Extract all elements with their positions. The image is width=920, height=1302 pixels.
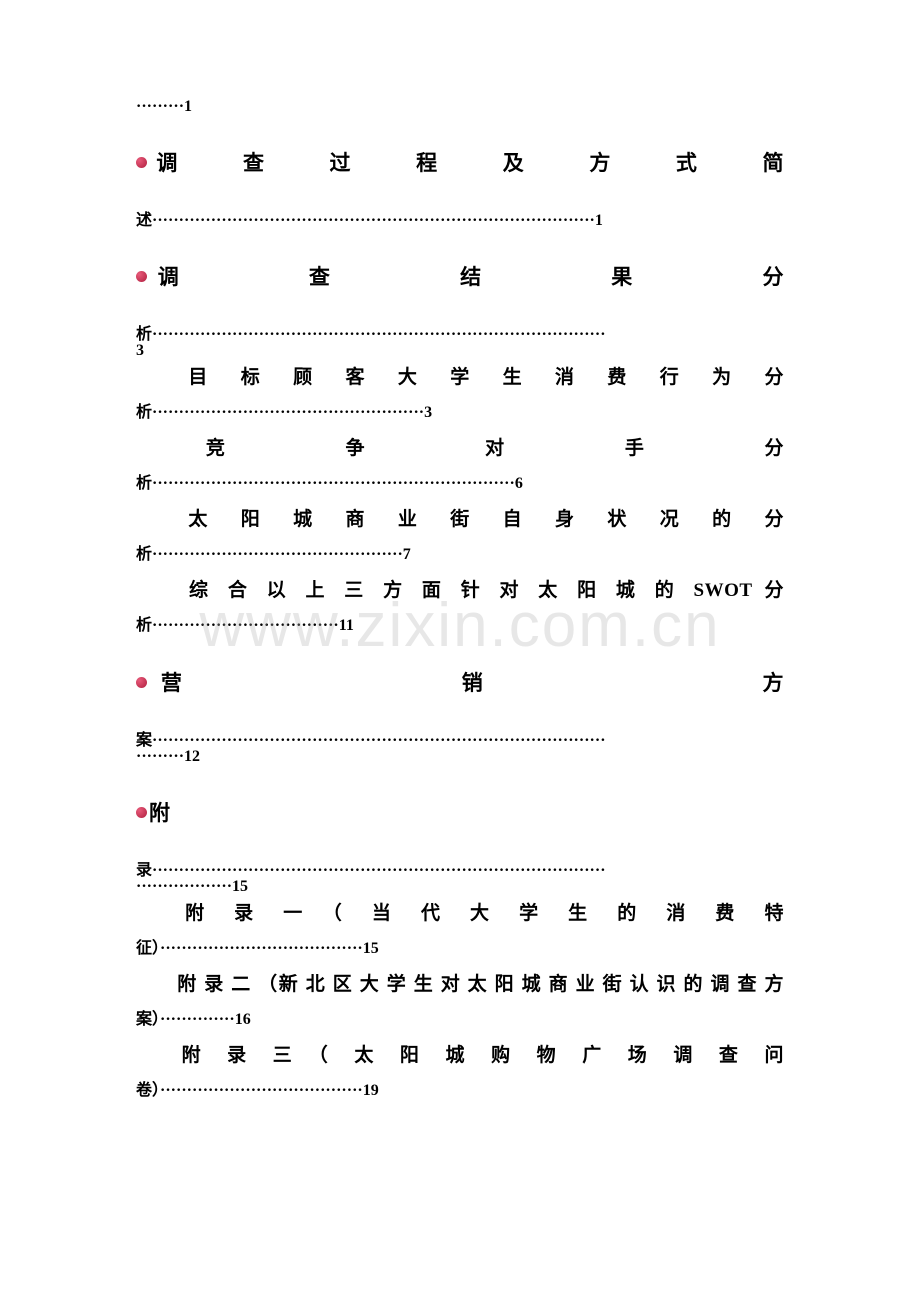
toc-pageref: 析···································11 bbox=[136, 617, 354, 634]
toc-entry-4-line2: 录·······································… bbox=[136, 856, 784, 880]
toc-entry-0-cont: ·········1 bbox=[136, 98, 784, 116]
toc-sub-4-1-l2: 征）······································… bbox=[136, 934, 784, 959]
toc-entry-3: 营 销 方 案·································… bbox=[136, 664, 784, 766]
toc-pageref-0: ·········1 bbox=[136, 98, 192, 115]
toc-sub-2-4-l1: 综 合 以 上 三 方 面 针 对 太 阳 城 的 SWOT 分 bbox=[136, 573, 784, 609]
toc-entry-3-line2: 案·······································… bbox=[136, 726, 784, 750]
toc-text: 营 销 方 bbox=[149, 671, 784, 695]
toc-entry-2: 调 查 结 果 分 析·····························… bbox=[136, 258, 784, 636]
toc-sub-2-1-l2: 析·······································… bbox=[136, 398, 784, 423]
toc-text: 竞 争 对 手 分 bbox=[136, 438, 784, 459]
toc-pageref: 卷）······································… bbox=[136, 1082, 379, 1099]
toc-text: 调 查 结 果 分 bbox=[149, 265, 784, 289]
toc-sub-2-4: 综 合 以 上 三 方 面 针 对 太 阳 城 的 SWOT 分 析······… bbox=[136, 573, 784, 636]
toc-pageref: 析·······································… bbox=[136, 404, 432, 421]
toc-pageref-3: ·········12 bbox=[136, 748, 200, 765]
toc-entry-4-line3: ··················15 bbox=[136, 878, 784, 896]
toc-pageref: 析·······································… bbox=[136, 475, 523, 492]
toc-pageref: 案）··············16 bbox=[136, 1011, 251, 1028]
toc-sub-2-2-l2: 析·······································… bbox=[136, 469, 784, 494]
bullet-icon bbox=[136, 157, 147, 168]
toc-dots: 析·······································… bbox=[136, 326, 606, 343]
toc-entry-3-line1: 营 销 方 bbox=[136, 664, 784, 704]
toc-pageref-2: 3 bbox=[136, 342, 144, 359]
toc-text: 调 查 过 程 及 方 式 简 bbox=[149, 151, 784, 175]
toc-entry-1-line2: 述·······································… bbox=[136, 206, 784, 230]
toc-text: 太 阳 城 商 业 街 自 身 状 况 的 分 bbox=[136, 509, 784, 530]
toc-sub-4-2-l2: 案）··············16 bbox=[136, 1005, 784, 1030]
toc-text: 附 bbox=[149, 801, 171, 825]
bullet-icon bbox=[136, 271, 147, 282]
toc-sub-2-3: 太 阳 城 商 业 街 自 身 状 况 的 分 析···············… bbox=[136, 502, 784, 565]
toc-sub-4-3: 附 录 三 （ 太 阳 城 购 物 广 场 调 查 问 卷）··········… bbox=[136, 1038, 784, 1101]
toc-sub-2-4-l2: 析···································11 bbox=[136, 611, 784, 636]
toc-sub-2-3-l1: 太 阳 城 商 业 街 自 身 状 况 的 分 bbox=[136, 502, 784, 538]
toc-entry-1-line1: 调 查 过 程 及 方 式 简 bbox=[136, 144, 784, 184]
bullet-icon bbox=[136, 677, 147, 688]
toc-pageref-4: ··················15 bbox=[136, 878, 248, 895]
toc-sub-2-1-l1: 目 标 顾 客 大 学 生 消 费 行 为 分 bbox=[136, 360, 784, 396]
toc-pageref-1: 述·······································… bbox=[136, 212, 603, 229]
toc-sub-4-1-l1: 附 录 一 （ 当 代 大 学 生 的 消 费 特 bbox=[136, 896, 784, 932]
toc-sub-2-2-l1: 竞 争 对 手 分 bbox=[136, 431, 784, 467]
toc-text: 目 标 顾 客 大 学 生 消 费 行 为 分 bbox=[136, 367, 784, 388]
toc-container: ·········1 调 查 过 程 及 方 式 简 述············… bbox=[0, 0, 920, 1169]
toc-sub-2-1: 目 标 顾 客 大 学 生 消 费 行 为 分 析···············… bbox=[136, 360, 784, 423]
toc-dots: 案·······································… bbox=[136, 732, 606, 749]
toc-sub-4-1: 附 录 一 （ 当 代 大 学 生 的 消 费 特 征）············… bbox=[136, 896, 784, 959]
toc-text: 附 录 三 （ 太 阳 城 购 物 广 场 调 查 问 bbox=[136, 1045, 784, 1066]
toc-entry-3-line3: ·········12 bbox=[136, 748, 784, 766]
toc-sub-2-2: 竞 争 对 手 分 析·····························… bbox=[136, 431, 784, 494]
toc-dots: 录·······································… bbox=[136, 862, 606, 879]
toc-text: 附 录 一 （ 当 代 大 学 生 的 消 费 特 bbox=[136, 903, 784, 924]
toc-entry-4: 附 录·····································… bbox=[136, 794, 784, 1101]
bullet-icon bbox=[136, 807, 147, 818]
toc-sub-4-3-l1: 附 录 三 （ 太 阳 城 购 物 广 场 调 查 问 bbox=[136, 1038, 784, 1074]
toc-entry-1: 调 查 过 程 及 方 式 简 述·······················… bbox=[136, 144, 784, 230]
toc-entry-2-line2: 析·······································… bbox=[136, 320, 784, 344]
toc-pageref: 析·······································… bbox=[136, 546, 411, 563]
toc-pageref: 征）······································… bbox=[136, 940, 379, 957]
toc-text: 附 录 二 （新 北 区 大 学 生 对 太 阳 城 商 业 街 认 识 的 调… bbox=[136, 974, 784, 995]
toc-sub-4-2-l1: 附 录 二 （新 北 区 大 学 生 对 太 阳 城 商 业 街 认 识 的 调… bbox=[136, 967, 784, 1003]
toc-sub-4-3-l2: 卷）······································… bbox=[136, 1076, 784, 1101]
toc-entry-4-line1: 附 bbox=[136, 794, 784, 834]
toc-entry-2-line1: 调 查 结 果 分 bbox=[136, 258, 784, 298]
toc-sub-4-2: 附 录 二 （新 北 区 大 学 生 对 太 阳 城 商 业 街 认 识 的 调… bbox=[136, 967, 784, 1030]
toc-entry-0: ·········1 bbox=[136, 98, 784, 116]
toc-sub-2-3-l2: 析·······································… bbox=[136, 540, 784, 565]
toc-entry-2-line3: 3 bbox=[136, 342, 784, 360]
toc-text: 综 合 以 上 三 方 面 针 对 太 阳 城 的 SWOT 分 bbox=[136, 580, 784, 601]
